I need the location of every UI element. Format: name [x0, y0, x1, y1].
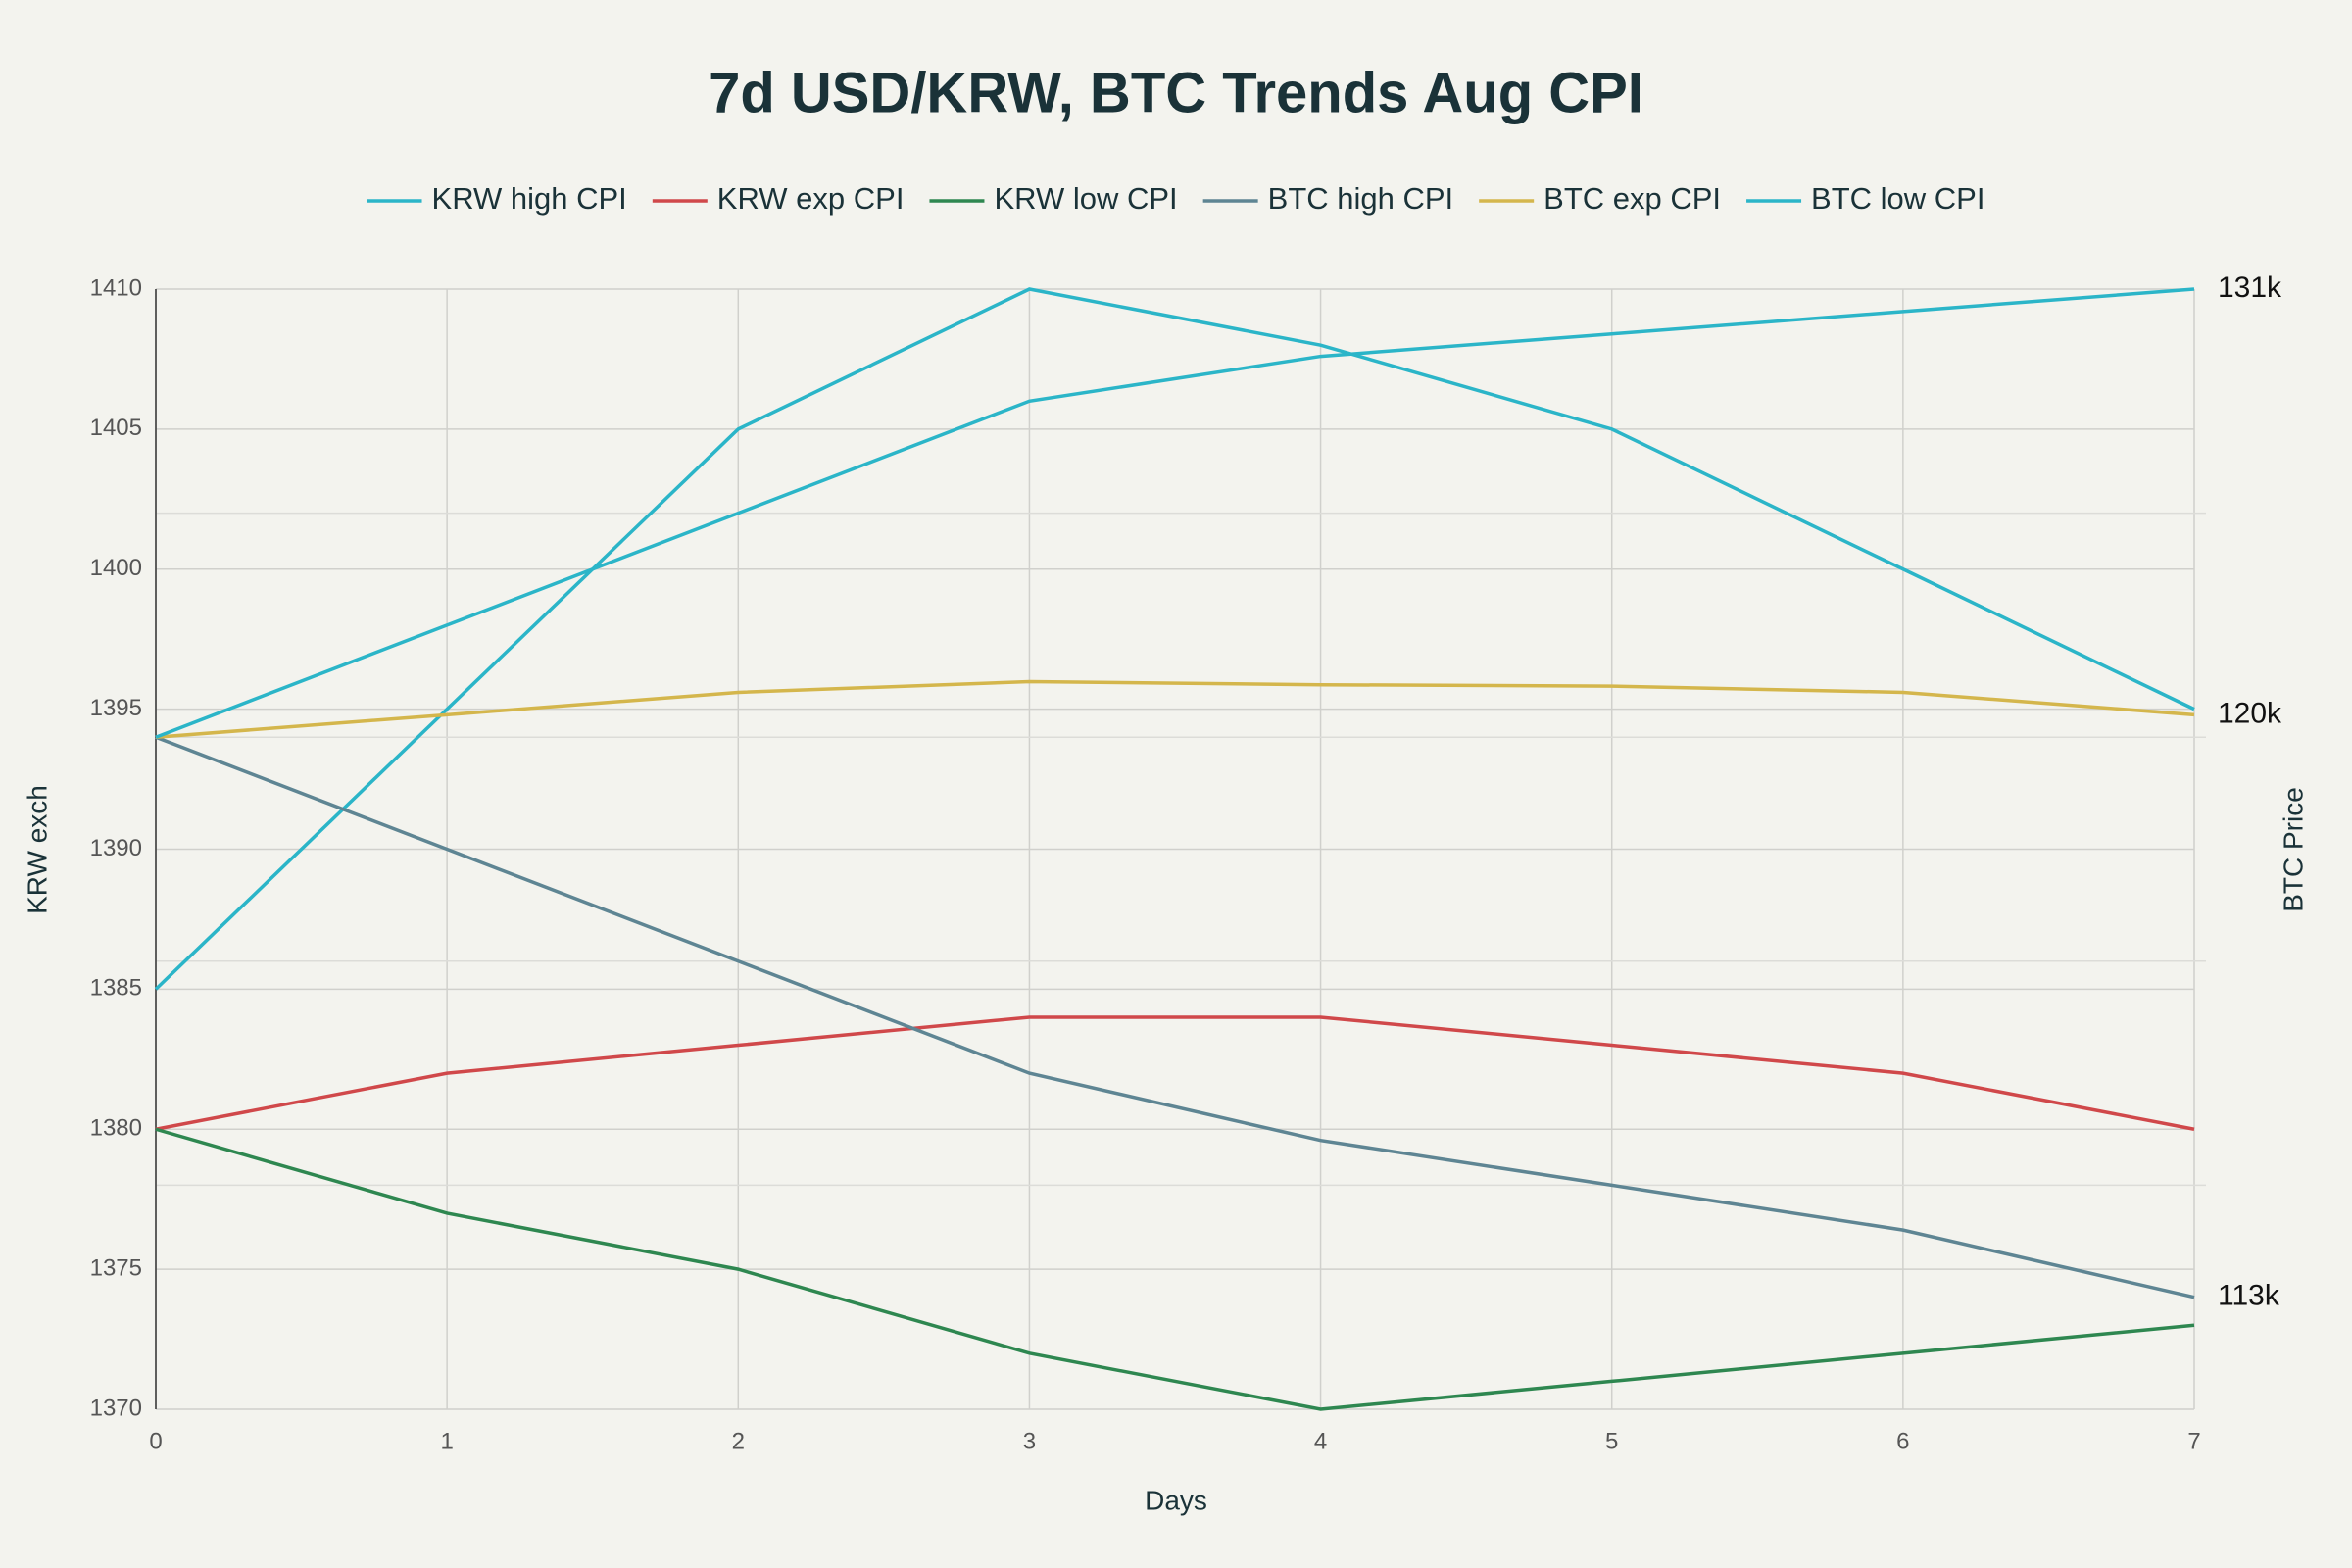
y-tick-label: 1380 [90, 1115, 142, 1142]
legend-label: BTC low CPI [1811, 181, 1984, 216]
x-tick-label: 0 [149, 1428, 162, 1454]
legend-label: KRW low CPI [994, 181, 1177, 216]
series-line [155, 679, 2195, 739]
legend-label: KRW high CPI [432, 181, 627, 216]
x-tick-label: 7 [2187, 1428, 2200, 1454]
series-line [155, 1015, 2195, 1131]
y-tick-label: 1410 [90, 274, 142, 301]
x-tick-label: 4 [1314, 1428, 1327, 1454]
y2-axis-title: BTC Price [2278, 787, 2308, 912]
y-tick-label: 1395 [90, 695, 142, 721]
series-line [155, 287, 2195, 739]
end-label: 120k [2218, 697, 2282, 729]
end-label: 113k [2218, 1280, 2280, 1312]
y-axis-title: KRW exch [22, 785, 52, 914]
series-line [155, 735, 2195, 1299]
legend-label: KRW exp CPI [717, 181, 905, 216]
chart-title: 7d USD/KRW, BTC Trends Aug CPI [709, 61, 1643, 124]
y-tick-label: 1385 [90, 975, 142, 1002]
y-tick-label: 1400 [90, 555, 142, 581]
legend-label: BTC high CPI [1268, 181, 1454, 216]
x-axis-title: Days [1145, 1485, 1207, 1515]
legend-label: BTC exp CPI [1544, 181, 1721, 216]
x-tick-label: 6 [1896, 1428, 1909, 1454]
legend: KRW high CPI KRW exp CPI KRW low CPI BTC hi… [367, 181, 1984, 216]
y-tick-label: 1405 [90, 415, 142, 441]
series-line [155, 1127, 2195, 1411]
series-line [154, 287, 2195, 991]
x-tick-label: 5 [1605, 1428, 1618, 1454]
y-tick-label: 1390 [90, 835, 142, 861]
end-label: 131k [2218, 271, 2282, 304]
y-tick-label: 1370 [90, 1395, 142, 1421]
x-tick-label: 1 [440, 1428, 453, 1454]
y-tick-label: 1375 [90, 1254, 142, 1281]
x-tick-label: 3 [1023, 1428, 1036, 1454]
x-tick-label: 2 [732, 1428, 745, 1454]
